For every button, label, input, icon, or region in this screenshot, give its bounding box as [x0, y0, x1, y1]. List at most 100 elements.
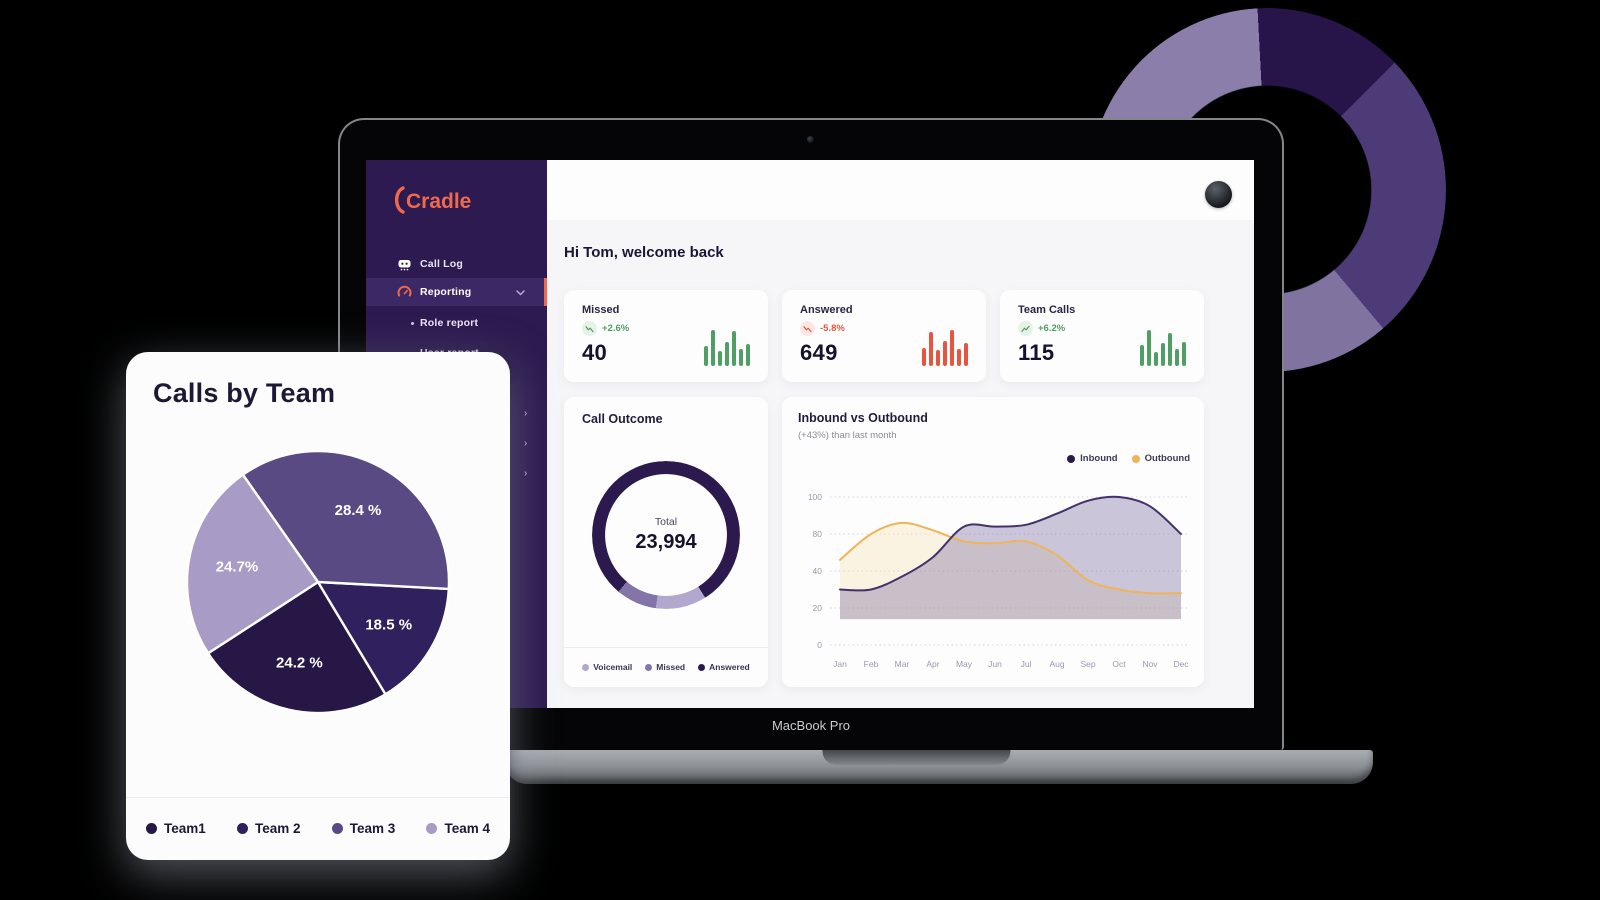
- chevron-down-icon: [516, 283, 525, 301]
- webcam-icon: [807, 136, 814, 143]
- legend-dot: [698, 663, 706, 671]
- stat-sparkline: [704, 330, 750, 366]
- legend-label: Voicemail: [593, 662, 633, 672]
- svg-text:100: 100: [808, 492, 822, 502]
- sidebar-item-label: Role report: [420, 317, 479, 329]
- stat-sparkline: [922, 330, 968, 366]
- svg-text:20: 20: [813, 603, 823, 613]
- legend-item-voicemail: Voicemail: [582, 662, 632, 672]
- svg-text:Jan: Jan: [833, 659, 847, 669]
- svg-text:Mar: Mar: [895, 659, 910, 669]
- sidebar-item-label: Call Log: [420, 258, 464, 270]
- stat-card-missed: Missed +2.6% 40: [564, 290, 768, 382]
- call-outcome-card: Call Outcome Total 23,994 Voicemail Misse…: [564, 397, 768, 687]
- legend-dot: [146, 822, 157, 834]
- legend-item-outbound: Outbound: [1131, 453, 1190, 464]
- chevron-right-icon[interactable]: ›: [524, 438, 528, 449]
- legend-item-inbound: Inbound: [1067, 453, 1118, 464]
- svg-text:Oct: Oct: [1112, 659, 1126, 669]
- legend-label: Outbound: [1144, 453, 1190, 464]
- total-value: 23,994: [635, 531, 697, 553]
- call-outcome-total: Total 23,994: [592, 461, 740, 609]
- stat-delta-badge: +6.2%: [1018, 321, 1065, 336]
- stat-delta-value: +2.6%: [602, 323, 630, 334]
- sidebar-item-label: Reporting: [420, 286, 472, 298]
- stat-delta-badge: +2.6%: [582, 321, 629, 336]
- svg-text:Feb: Feb: [864, 659, 879, 669]
- legend-dot: [1067, 454, 1076, 463]
- pie-slice-label: 28.4 %: [335, 502, 382, 519]
- stat-value: 115: [1018, 340, 1055, 365]
- call-outcome-legend: Voicemail Missed Answered: [564, 649, 768, 685]
- topbar: [547, 160, 1254, 221]
- stat-title: Answered: [800, 304, 853, 316]
- legend-dot: [426, 822, 438, 834]
- svg-text:Nov: Nov: [1142, 659, 1158, 669]
- legend-dot: [1131, 454, 1140, 463]
- reporting-gauge-icon: [396, 284, 412, 300]
- legend-item-answered: Answered: [698, 662, 750, 672]
- call-log-icon: [396, 256, 412, 272]
- sidebar-item-role-report[interactable]: Role report: [366, 310, 547, 336]
- inbound-outbound-card: Inbound vs Outbound (+43%) than last mon…: [782, 397, 1204, 687]
- legend-label: Inbound: [1080, 453, 1118, 464]
- main-content: Hi Tom, welcome back Missed +2.6% 40 Answer…: [547, 220, 1254, 708]
- svg-text:Jun: Jun: [988, 659, 1002, 669]
- inbound-outbound-title: Inbound vs Outbound: [798, 411, 928, 425]
- call-outcome-donut: [592, 461, 740, 609]
- trend-down-icon: [582, 321, 597, 336]
- calls-by-team-legend: Team1 Team 2 Team 3 Team 4: [146, 798, 490, 858]
- stat-delta-badge: -5.8%: [800, 321, 845, 336]
- trend-up-icon: [1018, 321, 1033, 336]
- total-label: Total: [654, 516, 678, 528]
- chevron-right-icon[interactable]: ›: [524, 468, 528, 479]
- svg-text:80: 80: [813, 529, 823, 539]
- pie-slice-label: 24.7%: [216, 558, 259, 575]
- legend-item-team-2: Team 2: [236, 821, 301, 836]
- stat-card-team-calls: Team Calls +6.2% 115: [1000, 290, 1204, 382]
- lid-notch: [822, 750, 1011, 765]
- svg-text:Apr: Apr: [926, 659, 939, 669]
- chevron-right-icon[interactable]: ›: [524, 408, 528, 419]
- svg-text:Dec: Dec: [1173, 659, 1189, 669]
- legend-label: Team 4: [444, 820, 490, 836]
- pie-slice-label: 24.2 %: [276, 654, 323, 671]
- cradle-logo: Cradle: [394, 186, 471, 214]
- stat-card-answered: Answered -5.8% 649: [782, 290, 986, 382]
- active-accent-bar: [544, 278, 547, 306]
- legend-item-team1: Team1: [146, 821, 206, 836]
- svg-text:May: May: [956, 659, 973, 669]
- legend-dot: [331, 822, 343, 834]
- bullet-icon: [411, 321, 414, 325]
- svg-text:Sep: Sep: [1080, 659, 1095, 669]
- stat-sparkline: [1140, 330, 1186, 366]
- divider: [126, 797, 510, 798]
- divider: [564, 647, 768, 648]
- legend-dot: [645, 663, 653, 671]
- svg-text:Aug: Aug: [1049, 659, 1064, 669]
- pie-slice-label: 18.5 %: [365, 617, 412, 634]
- area-chart: 100 80 40 20 0 Jan Feb Mar Apr May Jun Jul Aug Sep Oct…: [808, 492, 1190, 669]
- stat-value: 40: [582, 340, 608, 365]
- legend-item-missed: Missed: [645, 662, 685, 672]
- stat-delta-value: -5.8%: [820, 323, 845, 334]
- calls-by-team-title: Calls by Team: [153, 378, 336, 408]
- greeting-heading: Hi Tom, welcome back: [564, 244, 724, 261]
- stat-value: 649: [800, 340, 838, 365]
- macbook-label: MacBook Pro: [771, 718, 851, 733]
- sidebar-item-reporting[interactable]: Reporting: [366, 278, 547, 306]
- sidebar-item-call-log[interactable]: Call Log: [366, 250, 547, 278]
- legend-dot: [582, 663, 590, 671]
- inbound-outbound-subtitle: (+43%) than last month: [798, 430, 897, 441]
- brand-text: Cradle: [406, 190, 471, 213]
- legend-item-team-3: Team 3: [331, 820, 396, 836]
- legend-item-team-4: Team 4: [426, 821, 490, 836]
- stat-delta-value: +6.2%: [1038, 323, 1066, 334]
- user-avatar[interactable]: [1205, 181, 1232, 208]
- trend-down-icon: [800, 321, 815, 336]
- svg-text:0: 0: [817, 640, 822, 650]
- legend-label: Answered: [709, 662, 750, 672]
- legend-dot: [236, 822, 248, 834]
- legend-label: Team 3: [349, 820, 396, 836]
